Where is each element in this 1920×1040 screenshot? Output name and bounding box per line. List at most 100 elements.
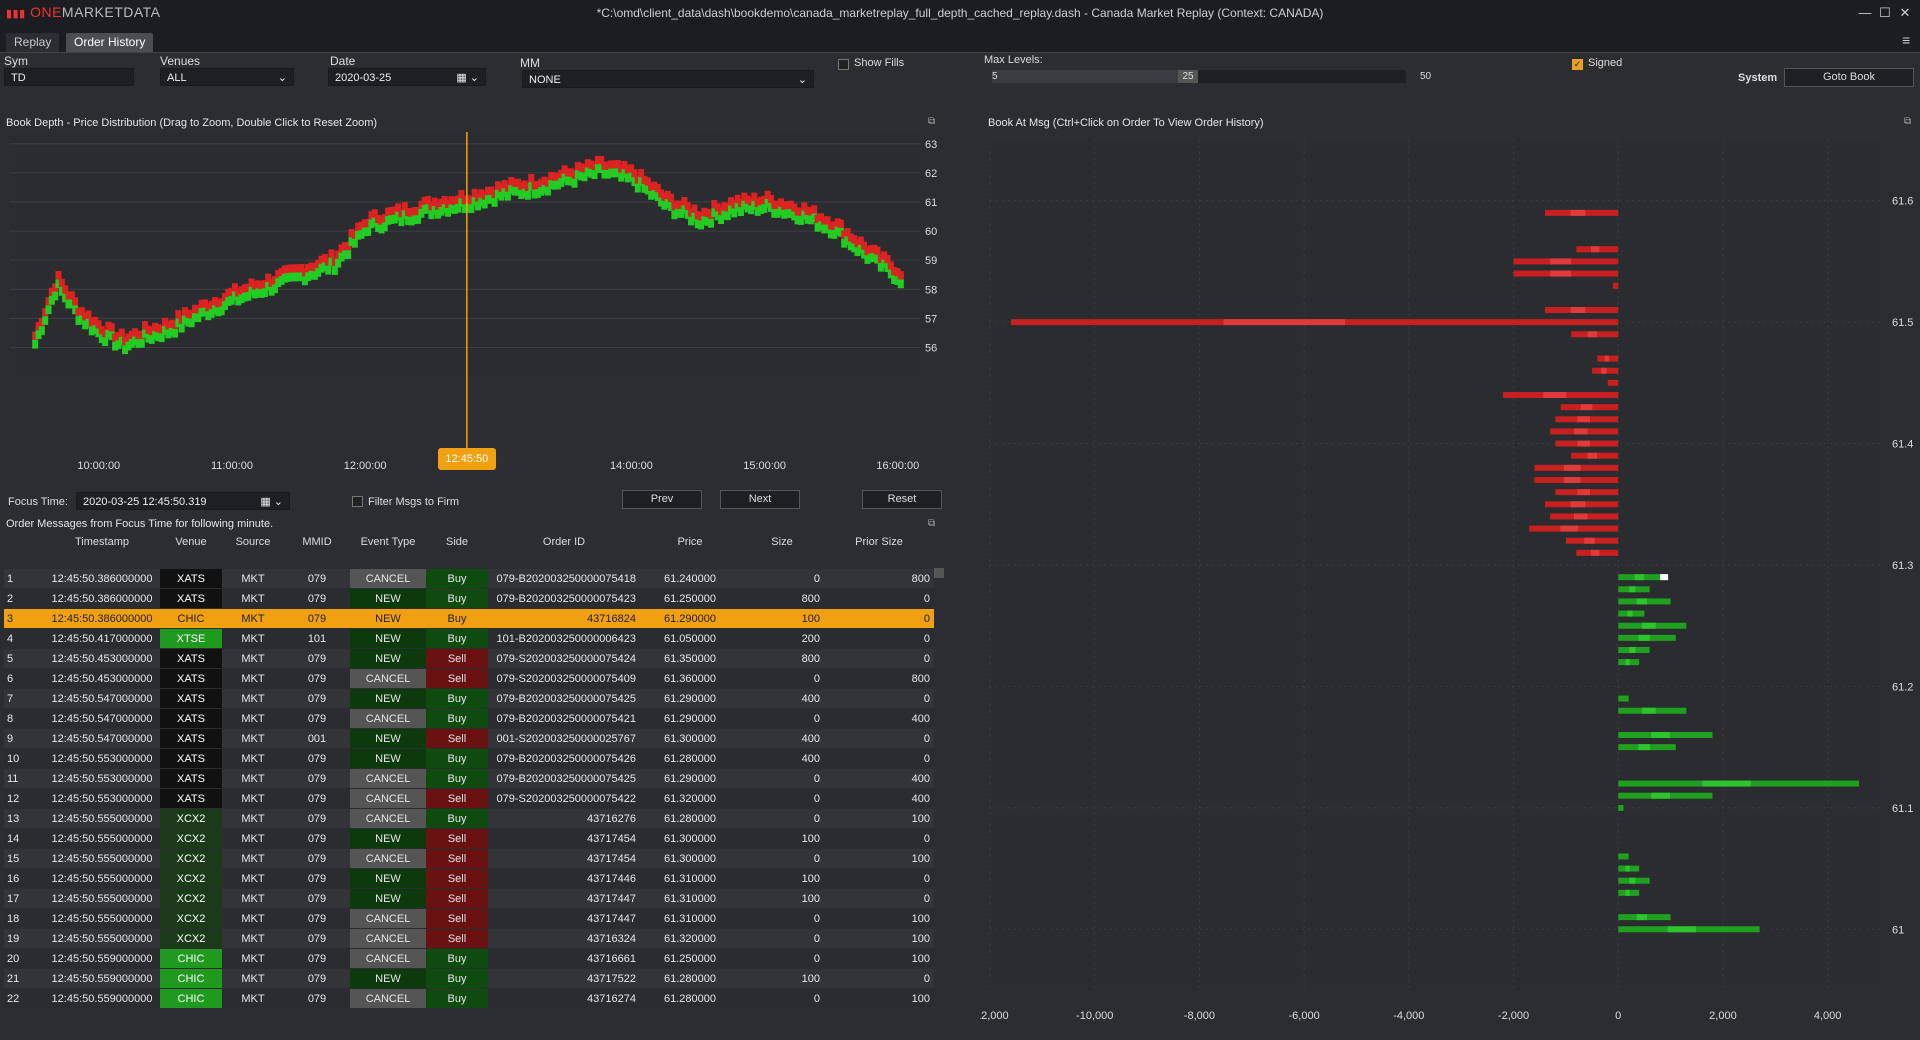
sym-input[interactable]: TD: [4, 68, 134, 86]
table-row[interactable]: 4 12:45:50.417000000 XTSE MKT 101 NEW Buy 101-B…: [4, 628, 934, 649]
grid-header[interactable]: MMID: [302, 536, 332, 548]
next-button[interactable]: Next: [720, 490, 800, 509]
bid-mark: [811, 213, 818, 223]
bid-mark: [807, 215, 814, 225]
table-row[interactable]: 14 12:45:50.555000000 XCX2 MKT 079 NEW Sell 437…: [4, 828, 934, 849]
ask-mark: [857, 236, 864, 245]
filter-msgs-checkbox[interactable]: [352, 496, 363, 507]
grid-header[interactable]: Venue: [175, 536, 207, 548]
grid-header[interactable]: Side: [445, 536, 469, 548]
grid-header[interactable]: Timestamp: [75, 536, 129, 548]
grid-cell: MKT: [222, 588, 284, 609]
bid-mark: [331, 266, 338, 275]
mm-select[interactable]: NONE ⌄: [522, 70, 814, 88]
maximize-icon[interactable]: ☐: [1879, 5, 1891, 20]
grid-header[interactable]: Prior Size: [855, 536, 903, 548]
grid-header[interactable]: Price: [677, 536, 703, 548]
table-row[interactable]: 10 12:45:50.553000000 XATS MKT 079 NEW Buy 079-…: [4, 748, 934, 769]
tab-order-history[interactable]: Order History: [66, 33, 154, 52]
right-chart-expand-icon[interactable]: ⧉: [1904, 116, 1912, 127]
table-row[interactable]: 19 12:45:50.555000000 XCX2 MKT 079 CANCEL Sell…: [4, 928, 934, 949]
reset-button[interactable]: Reset: [862, 490, 942, 509]
grid-cell: MKT: [222, 668, 284, 689]
table-row[interactable]: 15 12:45:50.555000000 XCX2 MKT 079 CANCEL Sell…: [4, 848, 934, 869]
ask-mark: [847, 233, 854, 242]
x-tick-label: 12:00:00: [344, 460, 387, 472]
table-row[interactable]: 12 12:45:50.553000000 XATS MKT 079 CANCEL Sell…: [4, 788, 934, 809]
ask-mark: [341, 242, 348, 251]
ask-mark: [774, 200, 781, 210]
bid-mark: [804, 215, 811, 224]
depth-bar-segment: [1601, 367, 1607, 374]
grid-cell: 0: [824, 728, 934, 749]
grid-header[interactable]: Source: [235, 536, 271, 548]
table-row[interactable]: 18 12:45:50.555000000 XCX2 MKT 079 CANCEL Sell…: [4, 908, 934, 929]
table-row[interactable]: 11 12:45:50.553000000 XATS MKT 079 CANCEL Buy 0…: [4, 768, 934, 789]
prev-button[interactable]: Prev: [622, 490, 702, 509]
table-row[interactable]: 13 12:45:50.555000000 XCX2 MKT 079 CANCEL Buy 4…: [4, 808, 934, 829]
grid-cell: 079: [284, 828, 350, 849]
focus-time-input[interactable]: 2020-03-25 12:45:50.319 ▦ ⌄: [76, 492, 290, 510]
table-row[interactable]: 21 12:45:50.559000000 CHIC MKT 079 NEW Buy 4371…: [4, 968, 934, 989]
price-distribution-chart[interactable]: 63 62 61 60 59 58 57 56 10:00:00 11:00:00 12:00:00…: [0, 132, 950, 482]
table-row[interactable]: 7 12:45:50.547000000 XATS MKT 079 NEW Buy 079-B…: [4, 688, 934, 709]
table-row[interactable]: 6 12:45:50.453000000 XATS MKT 079 CANCEL Sell 0…: [4, 668, 934, 689]
table-row[interactable]: 1 12:45:50.386000000 XATS MKT 079 CANCEL Buy 07…: [4, 569, 934, 589]
left-chart-expand-icon[interactable]: ⧉: [928, 116, 936, 127]
bid-mark: [421, 205, 428, 214]
minimize-icon[interactable]: —: [1858, 5, 1872, 20]
grid-scrollbar-thumb[interactable]: [934, 568, 944, 578]
table-row[interactable]: 16 12:45:50.555000000 XCX2 MKT 079 NEW Sell 437…: [4, 868, 934, 889]
table-row[interactable]: 22 12:45:50.559000000 CHIC MKT 079 CANCEL Buy 4…: [4, 988, 934, 1009]
bid-mark: [834, 226, 841, 236]
grid-cell: XATS: [160, 688, 222, 709]
grid-cell: 079: [284, 748, 350, 769]
grid-header[interactable]: Order ID: [542, 536, 586, 548]
ask-mark: [418, 200, 425, 210]
ask-mark: [208, 300, 215, 310]
bid-mark: [295, 272, 302, 282]
table-row[interactable]: 8 12:45:50.547000000 XATS MKT 079 CANCEL Buy 07…: [4, 708, 934, 729]
grid-cell: 61.300000: [640, 848, 740, 869]
goto-book-button[interactable]: Goto Book: [1784, 68, 1914, 87]
grid-cell: 079-B202003250000075425: [488, 688, 640, 709]
grid-expand-icon[interactable]: ⧉: [928, 518, 936, 529]
focus-cursor-label[interactable]: 12:45:50: [437, 448, 496, 470]
table-row[interactable]: 20 12:45:50.559000000 CHIC MKT 079 CANCEL Buy 4…: [4, 948, 934, 969]
ask-mark: [325, 257, 332, 266]
bid-mark: [415, 215, 422, 224]
max-levels-thumb[interactable]: 25: [1178, 70, 1198, 83]
grid-cell: Buy: [426, 748, 488, 769]
close-icon[interactable]: ✕: [1899, 5, 1911, 20]
date-picker[interactable]: 2020-03-25 ▦ ⌄: [328, 68, 486, 86]
bid-mark: [561, 173, 568, 183]
grid-cell: XATS: [160, 748, 222, 769]
y-tick-label: 61.5: [1892, 317, 1913, 329]
table-row[interactable]: 3 12:45:50.386000000 CHIC MKT 079 NEW Buy 43716…: [4, 608, 934, 629]
bid-mark: [411, 215, 418, 225]
depth-bar-segment: [1636, 914, 1648, 921]
ask-mark: [318, 255, 325, 264]
signed-checkbox[interactable]: ✓: [1572, 59, 1583, 70]
table-row[interactable]: 17 12:45:50.555000000 XCX2 MKT 079 NEW Sell 437…: [4, 888, 934, 909]
table-row[interactable]: 5 12:45:50.453000000 XATS MKT 079 NEW Sell 079-…: [4, 648, 934, 669]
table-row[interactable]: 9 12:45:50.547000000 XATS MKT 001 NEW Sell 001-…: [4, 728, 934, 749]
grid-header[interactable]: Event Type: [360, 536, 416, 548]
table-row[interactable]: 2 12:45:50.386000000 XATS MKT 079 NEW Buy 079-B…: [4, 588, 934, 609]
tab-replay[interactable]: Replay: [6, 33, 60, 52]
ask-mark: [265, 273, 272, 282]
ask-mark: [235, 288, 242, 297]
bid-mark: [744, 203, 751, 213]
venues-select[interactable]: ALL ⌄: [160, 68, 294, 86]
depth-bar-segment: [1625, 865, 1630, 872]
book-at-msg-chart[interactable]: -12,000 -10,000 -8,000 -6,000 -4,000 -2,000 0 2…: [980, 130, 1920, 1036]
ask-mark: [145, 325, 152, 334]
ask-mark: [328, 249, 335, 258]
menu-icon[interactable]: ≡: [1902, 32, 1911, 48]
ask-mark: [738, 199, 744, 208]
grid-header[interactable]: [4, 533, 44, 569]
grid-cell: 12:45:50.386000000: [44, 569, 160, 589]
bid-mark: [844, 236, 851, 246]
grid-header[interactable]: Size: [771, 536, 793, 548]
show-fills-checkbox[interactable]: [838, 59, 849, 70]
